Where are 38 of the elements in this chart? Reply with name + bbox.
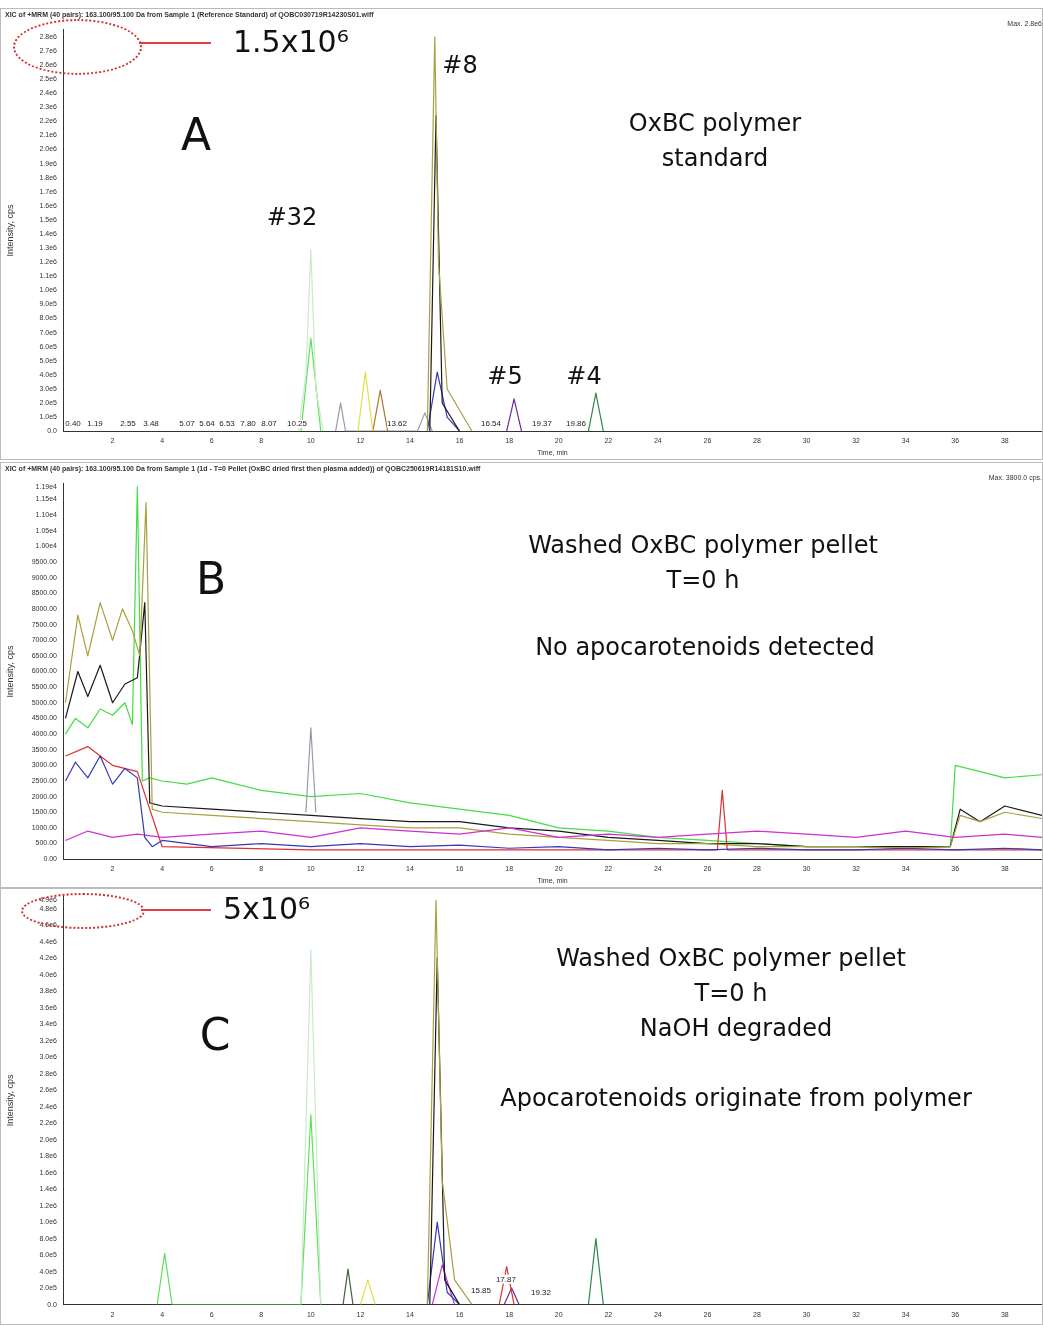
annotation: 19.32 bbox=[530, 1288, 552, 1297]
annotation: 13.62 bbox=[386, 419, 408, 428]
annotation: 1.5x10⁶ bbox=[233, 24, 349, 59]
annotation: #32 bbox=[266, 203, 318, 231]
annotation: Washed OxBC polymer pellet bbox=[528, 531, 878, 559]
annotation: A bbox=[180, 109, 212, 160]
annotation: 2.55 bbox=[120, 419, 136, 428]
annotation: #5 bbox=[487, 362, 523, 390]
y-axis-title: Intensity, cps bbox=[4, 1073, 15, 1127]
annotation: Washed OxBC polymer pellet bbox=[556, 944, 906, 972]
annotation: NaOH degraded bbox=[639, 1014, 833, 1042]
annotation: 16.54 bbox=[480, 419, 502, 428]
annotation: C bbox=[199, 1009, 231, 1060]
annotation: T=0 h bbox=[666, 566, 740, 594]
annotation: 7.80 bbox=[240, 419, 256, 428]
annotation: OxBC polymer bbox=[628, 109, 802, 137]
annotation: standard bbox=[661, 144, 769, 172]
annotation: 19.86 bbox=[565, 419, 587, 428]
annotation: 15.85 bbox=[470, 1286, 492, 1295]
annotation: #4 bbox=[566, 362, 602, 390]
annotation: 1.19 bbox=[87, 419, 103, 428]
y-axis-title: Intensity, cps bbox=[4, 204, 15, 257]
annotation: T=0 h bbox=[694, 979, 768, 1007]
annotation: 8.07 bbox=[261, 419, 277, 428]
y-axis-title: Intensity, cps bbox=[4, 645, 15, 698]
annotation: 17.87 bbox=[495, 1274, 517, 1284]
annotation: No apocarotenoids detected bbox=[535, 633, 875, 661]
annotation: 5x10⁶ bbox=[223, 891, 311, 926]
annotation: B bbox=[195, 553, 227, 604]
annotation: Apocarotenoids originate from polymer bbox=[500, 1084, 972, 1112]
annotation: 6.53 bbox=[219, 419, 235, 428]
annotation: 19.37 bbox=[531, 419, 553, 428]
annotation: #8 bbox=[442, 51, 478, 79]
annotation: 0.40 bbox=[65, 419, 81, 428]
annotation: 5.64 bbox=[199, 419, 215, 428]
annotation: 10.25 bbox=[286, 419, 308, 428]
annotation: 5.07 bbox=[179, 419, 195, 428]
annotation: 3.48 bbox=[143, 419, 159, 428]
